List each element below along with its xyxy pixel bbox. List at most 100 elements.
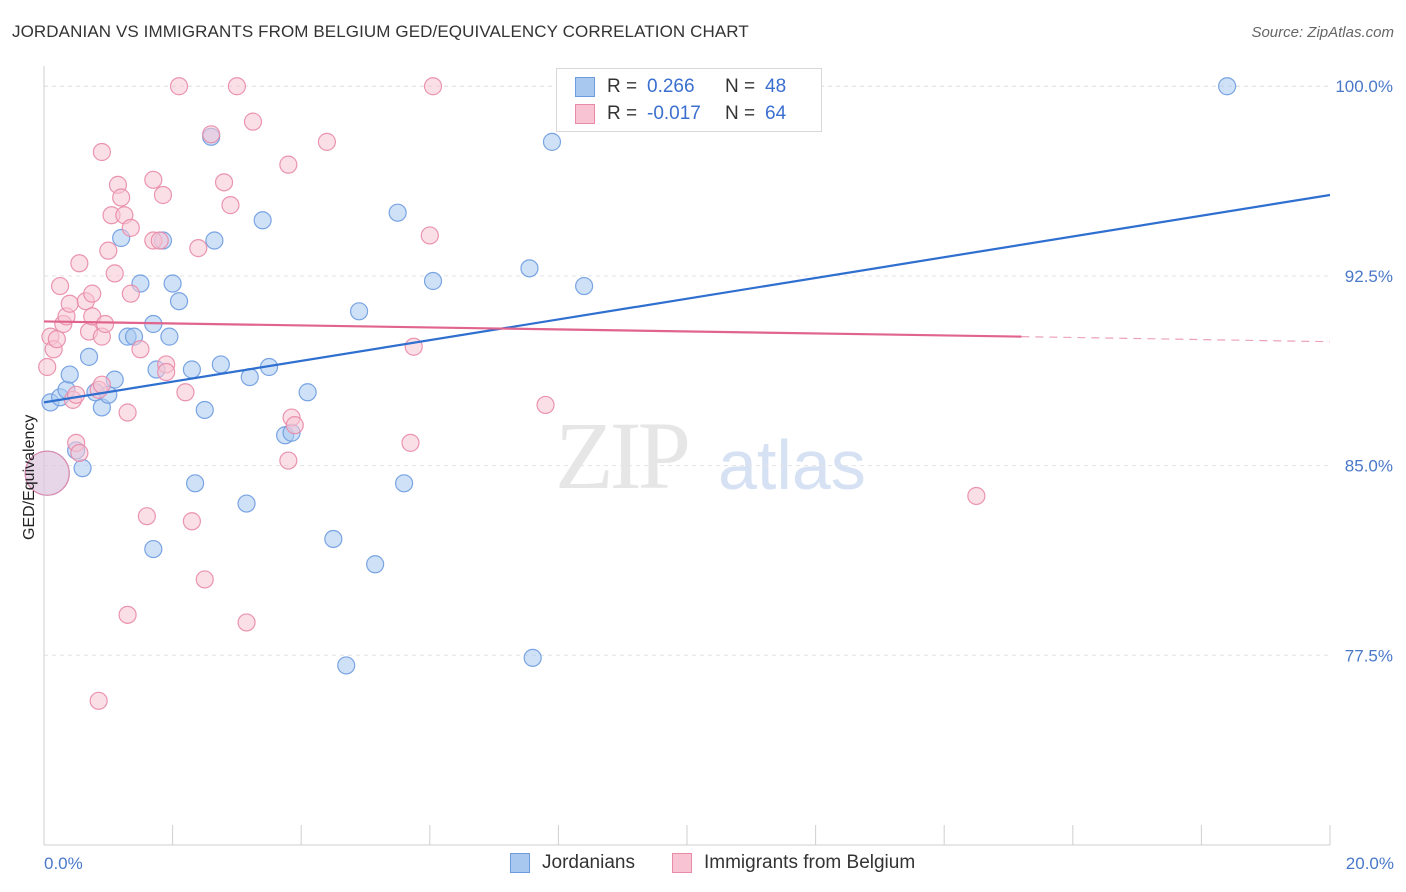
point-belgium [153, 185, 173, 205]
point-belgium [279, 155, 298, 174]
point-jordanians [388, 203, 407, 222]
y-tick-label: 77.5% [1345, 646, 1393, 665]
point-jordanians [423, 271, 443, 291]
legend-r-label: R = [607, 76, 638, 97]
point-belgium [83, 284, 102, 303]
point-jordanians [60, 365, 79, 384]
legend-r-label: R = [607, 103, 638, 124]
bottom-legend-swatch-jordanians [510, 853, 530, 873]
point-belgium [118, 403, 137, 422]
point-jordanians [186, 474, 205, 493]
point-belgium [169, 77, 189, 96]
point-belgium [150, 231, 169, 250]
point-jordanians [205, 231, 224, 250]
point-belgium [144, 170, 163, 189]
point-belgium [182, 512, 201, 531]
point-jordanians [211, 355, 230, 374]
point-belgium [202, 125, 221, 144]
point-jordanians [366, 555, 385, 574]
bottom-legend-belgium[interactable]: Immigrants from Belgium [672, 852, 915, 874]
point-jordanians [337, 656, 356, 675]
point-jordanians [160, 327, 179, 346]
point-belgium [279, 451, 298, 470]
point-belgium [195, 570, 214, 589]
point-belgium [50, 276, 70, 296]
point-belgium [423, 77, 443, 96]
legend-n-label: N = [725, 103, 756, 124]
point-jordanians [73, 459, 92, 478]
point-jordanians [324, 529, 343, 549]
bottom-legend-swatch-belgium [672, 853, 692, 873]
watermark-zip: ZIP [555, 402, 691, 509]
watermark-atlas: atlas [718, 426, 866, 504]
trend-belgium-extension [1021, 336, 1331, 343]
point-belgium [227, 77, 246, 96]
point-belgium [47, 330, 66, 349]
point-belgium [237, 613, 256, 632]
y-tick-label: 92.5% [1345, 267, 1393, 286]
point-belgium [317, 132, 337, 151]
tick-labels: 100.0% 92.5% 85.0% 77.5% 0.0% 20.0% [44, 77, 1394, 873]
point-belgium [121, 284, 140, 303]
point-belgium [70, 443, 89, 463]
trend-jordanians [43, 193, 1331, 404]
x-tick-label: 20.0% [1346, 854, 1394, 873]
point-belgium [99, 241, 118, 260]
trend-belgium [43, 320, 1022, 338]
point-belgium [105, 264, 124, 283]
bottom-legend-jordanians[interactable]: Jordanians [510, 852, 635, 874]
legend-swatch-belgium [575, 104, 595, 124]
point-belgium [189, 239, 208, 258]
y-tick-label: 100.0% [1335, 77, 1393, 96]
chart-title: JORDANIAN VS IMMIGRANTS FROM BELGIUM GED… [12, 22, 749, 41]
point-belgium [92, 142, 111, 162]
point-belgium [121, 218, 140, 237]
data-points [24, 77, 1237, 710]
bottom-legend: Jordanians Immigrants from Belgium [0, 852, 1406, 878]
point-belgium [536, 395, 555, 415]
point-belgium [38, 357, 57, 377]
point-belgium [67, 385, 86, 404]
point-belgium [70, 254, 89, 273]
point-jordanians [575, 276, 594, 296]
legend-row-jordanians: R = 0.266 N = 48 [557, 75, 786, 99]
point-jordanians [349, 302, 369, 321]
point-belgium [112, 188, 131, 207]
legend-r-value: -0.017 [647, 103, 701, 124]
point-jordanians [163, 274, 182, 293]
trend-lines [43, 193, 1331, 404]
point-jordanians [253, 211, 272, 230]
bottom-legend-label: Immigrants from Belgium [704, 852, 916, 873]
legend-n-value: 64 [765, 103, 787, 124]
point-jordanians [169, 292, 189, 311]
point-jordanians [542, 132, 562, 151]
point-belgium [89, 691, 108, 710]
point-jordanians [144, 539, 163, 559]
x-tick-label: 0.0% [44, 854, 83, 873]
point-belgium [214, 173, 234, 192]
bottom-legend-label: Jordanians [542, 852, 635, 873]
point-jordanians [237, 494, 256, 513]
point-belgium [401, 433, 420, 452]
legend-n-value: 48 [765, 76, 787, 97]
point-belgium [131, 340, 150, 359]
legend-swatch-jordanians [575, 77, 595, 97]
point-belgium [137, 507, 156, 526]
legend-row-belgium: R = -0.017 N = 64 [557, 102, 786, 126]
point-jordanians [1218, 77, 1237, 96]
point-jordanians [195, 400, 214, 420]
point-belgium [92, 375, 111, 394]
point-belgium [157, 362, 176, 382]
point-jordanians [298, 383, 317, 402]
point-belgium [420, 226, 439, 245]
point-belgium [95, 314, 115, 334]
legend-r-value: 0.266 [647, 76, 695, 97]
axes [43, 66, 1331, 846]
point-belgium [118, 605, 137, 624]
chart-source: Source: ZipAtlas.com [1251, 24, 1394, 41]
point-belgium [967, 486, 986, 506]
y-tick-label: 85.0% [1345, 457, 1393, 476]
point-jordanians [394, 474, 414, 493]
point-jordanians [520, 259, 539, 278]
